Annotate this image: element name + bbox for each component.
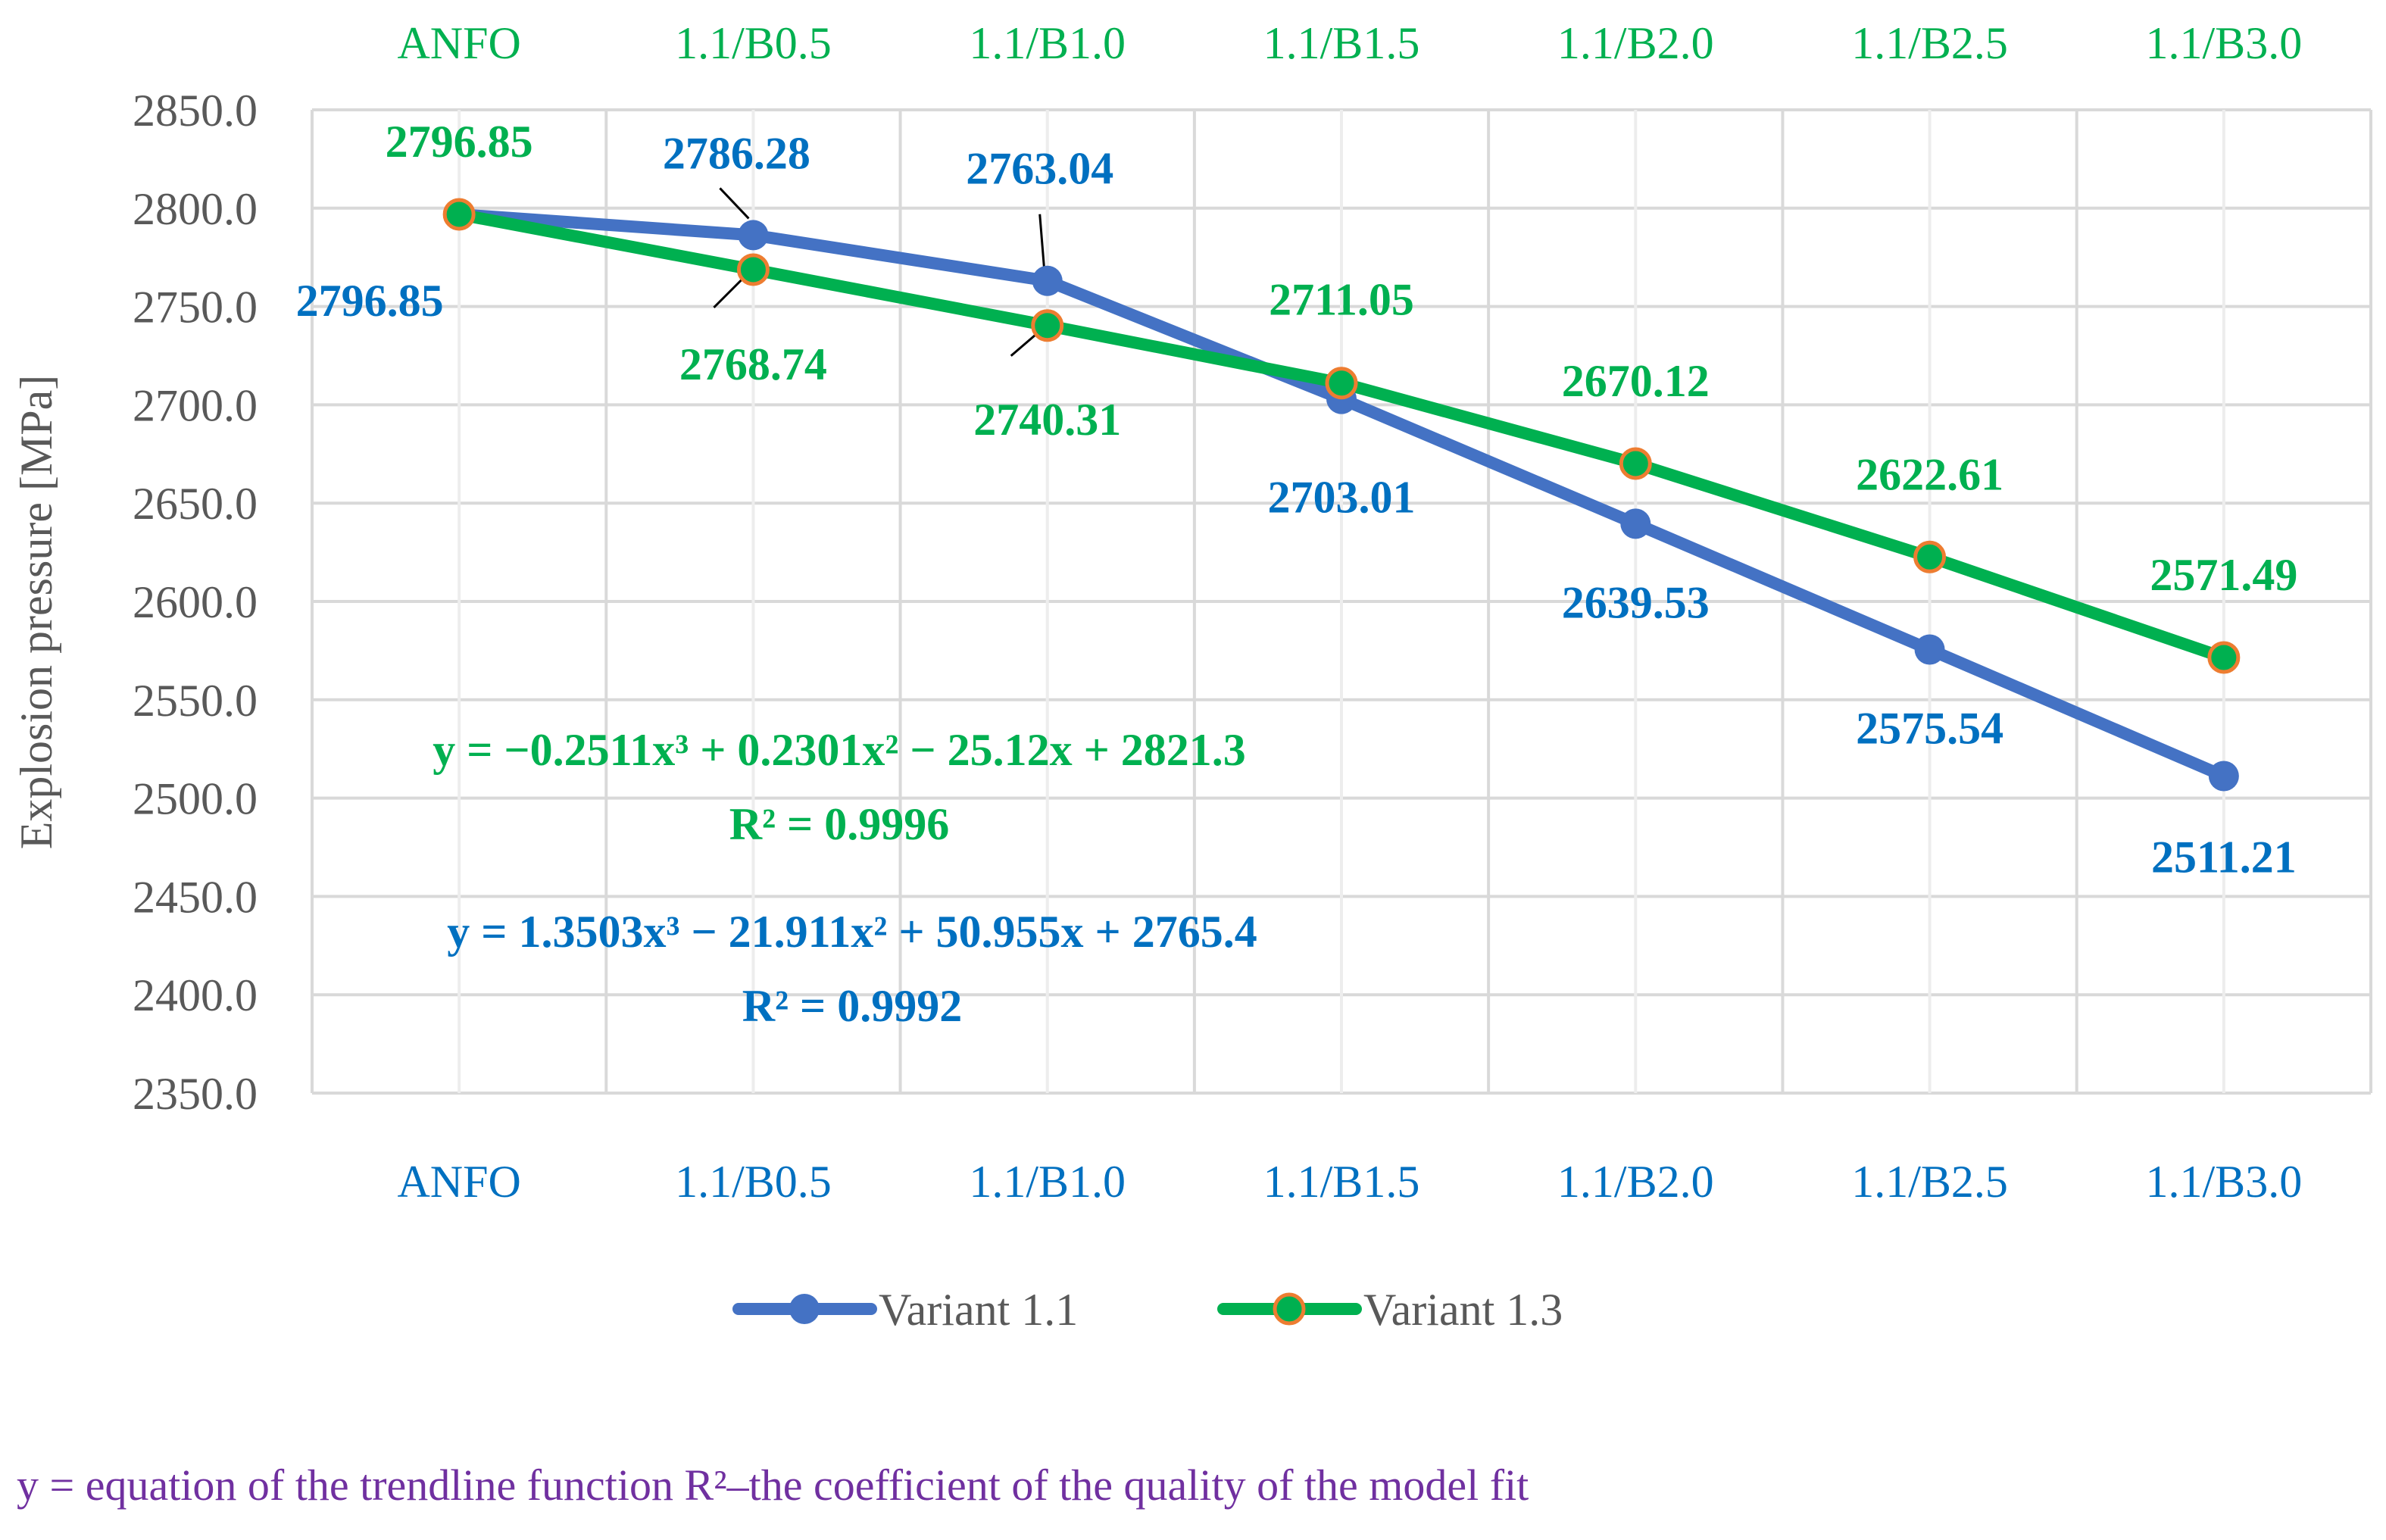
legend-marker-variant-1-3 xyxy=(1273,1292,1306,1326)
data-label: 2703.01 xyxy=(1268,473,1416,523)
y-tick-label: 2750.0 xyxy=(133,283,258,333)
x-tick-label-bottom: ANFO xyxy=(397,1157,520,1207)
data-point xyxy=(1031,309,1064,342)
data-point xyxy=(2208,761,2239,792)
legend: Variant 1.1 Variant 1.3 xyxy=(732,1285,1563,1335)
x-tick-label-bottom: 1.1/B3.0 xyxy=(2146,1157,2303,1207)
footnote: y = equation of the trendline function R… xyxy=(17,1460,1529,1510)
r2-variant-1-1: R² = 0.9992 xyxy=(742,981,963,1031)
y-tick-label: 2500.0 xyxy=(133,774,258,824)
data-point xyxy=(1914,634,1945,665)
y-tick-label: 2800.0 xyxy=(133,184,258,234)
r2-variant-1-3: R² = 0.9996 xyxy=(729,799,950,849)
y-tick-label: 2650.0 xyxy=(133,479,258,529)
data-label: 2711.05 xyxy=(1269,275,1414,325)
data-point xyxy=(2207,641,2241,674)
leader-line xyxy=(719,187,750,220)
data-labels: 2796.85 2786.28 2763.04 2703.01 2639.53 2575.… xyxy=(296,117,2298,882)
y-tick-label: 2350.0 xyxy=(133,1069,258,1119)
data-point xyxy=(1620,508,1651,539)
series xyxy=(442,198,2241,792)
x-tick-label-top: 1.1/B3.0 xyxy=(2146,18,2303,68)
data-label: 2796.85 xyxy=(296,276,444,326)
x-tick-label-top: 1.1/B1.0 xyxy=(969,18,1126,68)
data-label: 2571.49 xyxy=(2150,550,2297,600)
y-tick-label: 2850.0 xyxy=(133,86,258,136)
x-tick-label-top: 1.1/B2.0 xyxy=(1557,18,1714,68)
x-tick-label-bottom: 1.1/B0.5 xyxy=(675,1157,832,1207)
x-tick-label-top: 1.1/B0.5 xyxy=(675,18,832,68)
data-point xyxy=(1032,265,1063,296)
data-label: 2639.53 xyxy=(1562,577,1710,627)
x-tick-label-top: ANFO xyxy=(397,18,520,68)
x-tick-label-top: 1.1/B1.5 xyxy=(1263,18,1420,68)
data-label: 2796.85 xyxy=(386,117,533,167)
data-label: 2763.04 xyxy=(966,144,1113,194)
data-label: 2511.21 xyxy=(2151,832,2297,882)
data-label: 2740.31 xyxy=(973,395,1121,445)
legend-marker-variant-1-1 xyxy=(789,1294,820,1324)
equation-variant-1-1: y = 1.3503x³ − 21.911x² + 50.955x + 2765… xyxy=(447,907,1257,957)
y-tick-label: 2600.0 xyxy=(133,577,258,627)
data-point xyxy=(738,220,769,251)
data-point xyxy=(442,198,476,231)
data-label: 2575.54 xyxy=(1856,703,2003,753)
legend-label-variant-1-3: Variant 1.3 xyxy=(1363,1285,1563,1335)
legend-label-variant-1-1: Variant 1.1 xyxy=(879,1285,1078,1335)
data-point xyxy=(1619,447,1652,480)
x-tick-label-bottom: 1.1/B1.0 xyxy=(969,1157,1126,1207)
y-axis-ticks: 2350.0 2400.0 2450.0 2500.0 2550.0 2600.0 2650… xyxy=(133,86,258,1119)
y-tick-label: 2700.0 xyxy=(133,380,258,430)
data-label: 2670.12 xyxy=(1562,356,1710,406)
y-tick-label: 2450.0 xyxy=(133,872,258,922)
data-label: 2768.74 xyxy=(679,339,827,389)
x-axis-bottom-labels: ANFO 1.1/B0.5 1.1/B1.0 1.1/B1.5 1.1/B2.0 1.1/… xyxy=(397,1157,2302,1207)
data-label: 2622.61 xyxy=(1856,449,2003,499)
x-tick-label-bottom: 1.1/B2.0 xyxy=(1557,1157,1714,1207)
data-point xyxy=(736,253,770,286)
leader-line xyxy=(1038,214,1046,270)
data-point xyxy=(1325,367,1358,400)
y-tick-label: 2400.0 xyxy=(133,970,258,1020)
x-tick-label-bottom: 1.1/B1.5 xyxy=(1263,1157,1420,1207)
x-tick-label-top: 1.1/B2.5 xyxy=(1851,18,2008,68)
x-tick-label-bottom: 1.1/B2.5 xyxy=(1851,1157,2008,1207)
y-axis-label: Explosion pressure [MPa] xyxy=(11,375,61,850)
x-axis-top-labels: ANFO 1.1/B0.5 1.1/B1.0 1.1/B1.5 1.1/B2.0 1.1/… xyxy=(397,18,2302,68)
data-label: 2786.28 xyxy=(663,128,810,178)
equation-variant-1-3: y = −0.2511x³ + 0.2301x² − 25.12x + 2821… xyxy=(433,725,1246,775)
y-tick-label: 2550.0 xyxy=(133,676,258,726)
data-point xyxy=(1913,540,1947,573)
